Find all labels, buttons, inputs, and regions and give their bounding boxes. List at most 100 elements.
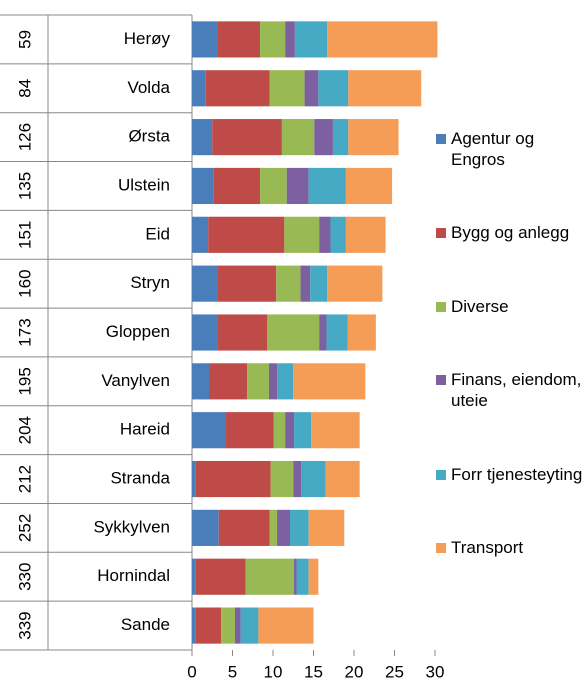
category-code: 195 [15, 367, 34, 395]
bar-segment [260, 21, 286, 58]
bar-segment [270, 460, 294, 498]
bar-segment [195, 558, 246, 595]
category-label: Vanylven [101, 371, 170, 390]
bar-segment [304, 70, 319, 107]
bar-segment [258, 607, 314, 644]
bar-segment [273, 412, 286, 449]
bar-segment [286, 167, 309, 205]
bar-segment [347, 314, 376, 351]
bar-segment [281, 119, 315, 156]
category-label: Stranda [110, 469, 170, 488]
bar-segment [209, 363, 248, 400]
category-label: Ulstein [118, 175, 170, 194]
bar-segment [277, 363, 294, 400]
bar-segment [192, 167, 214, 205]
bar-segment [325, 460, 360, 498]
legend-swatch [436, 469, 446, 480]
bar-segment [226, 412, 274, 449]
bar-segment [294, 21, 328, 58]
bar-segment [319, 314, 327, 351]
legend-swatch [436, 134, 446, 144]
bar-segment [293, 460, 302, 498]
legend-item: Finans, eiendom, uteie [436, 369, 586, 411]
bar-segment [217, 265, 277, 302]
x-tick-label: 30 [426, 662, 445, 681]
category-label: Stryn [130, 273, 170, 292]
bar-segment [205, 70, 270, 107]
bar-segment [260, 167, 287, 205]
category-label: Volda [127, 78, 170, 97]
bar-segment [192, 119, 213, 156]
category-code: 160 [15, 269, 34, 297]
bar-segment [293, 363, 366, 400]
category-code: 135 [15, 172, 34, 200]
category-label: Hareid [120, 420, 170, 439]
bar-segment [192, 460, 196, 498]
bar-segment [311, 412, 360, 449]
bar-segment [284, 216, 320, 253]
category-code: 84 [15, 79, 34, 98]
bar-segment [332, 119, 349, 156]
bar-segment [330, 216, 346, 253]
legend-label: Forr tjenesteyting [451, 464, 583, 484]
bar-segment [314, 119, 333, 156]
bar-segment [192, 216, 209, 253]
bar-segment [217, 21, 261, 58]
bar-segment [290, 509, 309, 546]
bar-segment [218, 509, 270, 546]
category-code: 151 [15, 221, 34, 249]
bar-segment [268, 363, 278, 400]
bar-segment [267, 314, 320, 351]
legend-item: Transport [436, 537, 586, 558]
bar-segment [294, 558, 297, 595]
bar-segment [348, 119, 399, 156]
bar-segment [308, 558, 319, 595]
category-code: 212 [15, 465, 34, 493]
legend-swatch [436, 375, 446, 386]
x-tick-label: 0 [187, 662, 196, 681]
bar-segment [208, 216, 285, 253]
x-tick-label: 20 [345, 662, 364, 681]
bar-segment [195, 607, 222, 644]
bar-segment [308, 167, 346, 205]
legend-item: Agentur og Engros [436, 128, 586, 170]
bar-segment [319, 216, 331, 253]
category-code: 204 [15, 416, 34, 444]
legend-item: Bygg og anlegg [436, 222, 586, 243]
bar-segment [240, 607, 259, 644]
bar-segment [192, 265, 218, 302]
bar-segment [327, 265, 383, 302]
category-label: Herøy [124, 29, 171, 48]
bar-segment [294, 412, 312, 449]
category-label: Sande [121, 615, 170, 634]
category-code: 126 [15, 123, 34, 151]
bar-segment [192, 70, 206, 107]
bar-segment [212, 119, 282, 156]
bar-segment [308, 509, 345, 546]
legend-label: Diverse [451, 296, 509, 316]
bar-segment [301, 460, 326, 498]
bar-segment [221, 607, 235, 644]
category-label: Hornindal [97, 566, 170, 585]
legend-swatch [436, 301, 446, 312]
bar-segment [195, 460, 271, 498]
bar-segment [285, 21, 295, 58]
bar-segment [348, 70, 422, 107]
legend-label: Agentur og Engros [451, 129, 535, 169]
x-tick-label: 5 [228, 662, 237, 681]
bar-segment [192, 314, 218, 351]
bar-segment [345, 167, 393, 205]
bar-segment [245, 558, 295, 595]
bar-segment [247, 363, 269, 400]
legend-swatch [436, 542, 446, 553]
category-label: Ørsta [128, 127, 170, 146]
bar-segment [326, 314, 348, 351]
bar-segment [310, 265, 328, 302]
x-tick-label: 10 [264, 662, 283, 681]
bar-segment [277, 509, 291, 546]
bar-segment [276, 265, 301, 302]
legend-item: Forr tjenesteyting [436, 464, 586, 485]
category-code: 252 [15, 514, 34, 542]
